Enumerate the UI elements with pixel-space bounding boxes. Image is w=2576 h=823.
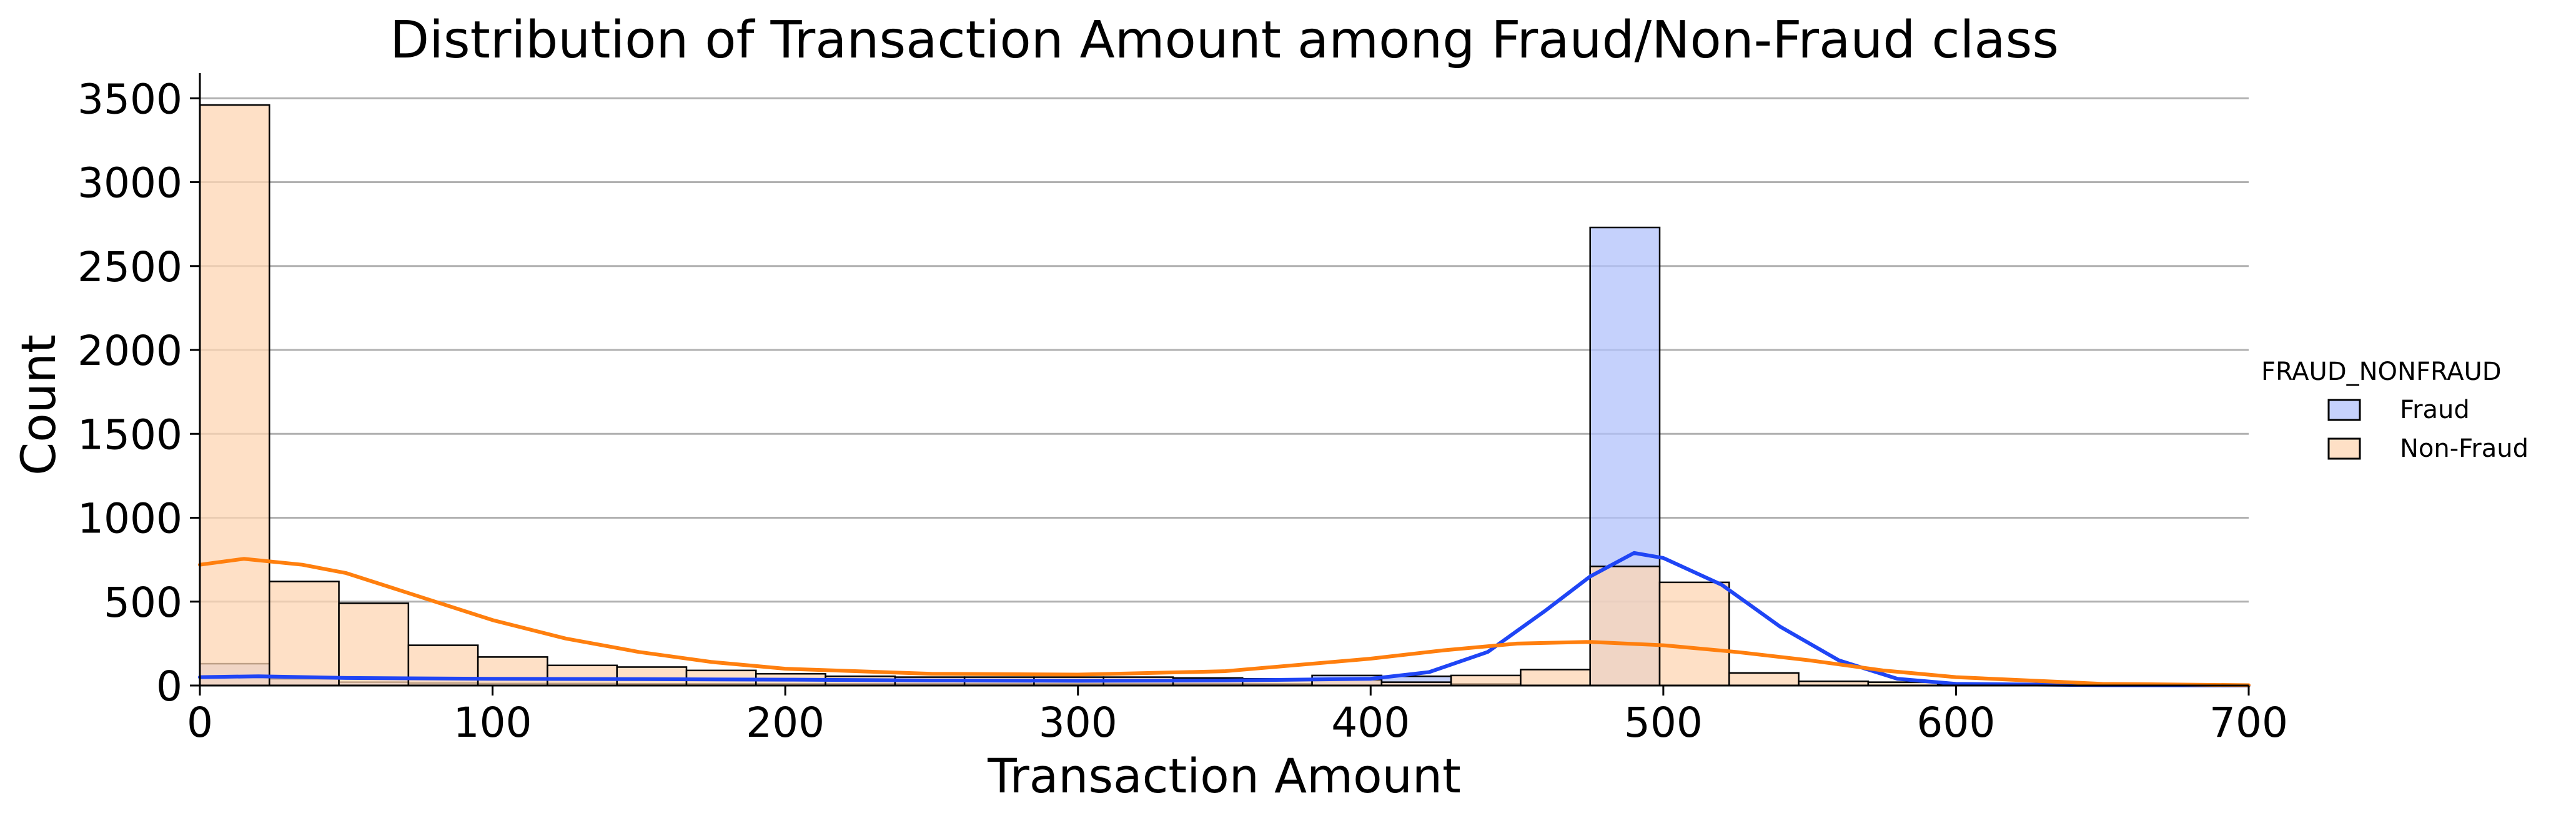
y-tick-label: 1500 xyxy=(77,411,182,459)
histogram-bar xyxy=(616,666,688,687)
kde-line xyxy=(198,557,2251,687)
histogram-bar xyxy=(1658,581,1730,687)
axes xyxy=(199,73,2249,687)
tick-labels: 0 100 200 300 400 500 600 700 0 500 1000 1500 2000 25… xyxy=(77,75,2288,747)
kde-lines xyxy=(198,551,2251,687)
histogram-bar xyxy=(1589,566,1661,687)
histogram-bar xyxy=(1520,669,1591,687)
x-axis-label: Transaction Amount xyxy=(987,748,1461,804)
x-tick-label: 0 xyxy=(187,699,213,747)
x-tick-label: 100 xyxy=(453,699,532,747)
x-tick-label: 200 xyxy=(746,699,825,747)
y-tick-label: 2500 xyxy=(77,243,182,291)
histogram-bar xyxy=(338,602,410,687)
x-tick-label: 600 xyxy=(1916,699,1995,747)
histogram-bars xyxy=(199,104,2217,687)
legend-title: FRAUD_NONFRAUD xyxy=(2261,357,2502,386)
y-tick-label: 0 xyxy=(156,662,182,711)
y-tick-label: 1000 xyxy=(77,495,182,543)
chart-title: Distribution of Transaction Amount among… xyxy=(390,11,2059,70)
histogram-bar xyxy=(547,664,618,687)
legend-swatch xyxy=(2327,437,2361,460)
y-tick-label: 3000 xyxy=(77,159,182,207)
y-tick-label: 2000 xyxy=(77,327,182,375)
legend-label: Non-Fraud xyxy=(2400,434,2529,463)
legend-label: Fraud xyxy=(2400,396,2470,424)
histogram-bar xyxy=(477,656,548,687)
histogram-bar xyxy=(269,581,340,687)
legend-swatch xyxy=(2327,399,2361,421)
x-tick-label: 300 xyxy=(1039,699,1117,747)
legend-items: Fraud Non-Fraud xyxy=(2327,396,2529,463)
x-tick-label: 500 xyxy=(1624,699,1703,747)
x-tick-label: 700 xyxy=(2209,699,2288,747)
x-tick-label: 400 xyxy=(1331,699,1410,747)
histogram-bar xyxy=(199,104,270,687)
grid-lines xyxy=(200,97,2249,603)
legend: FRAUD_NONFRAUD Fraud Non-Fraud xyxy=(2261,357,2529,463)
histogram-bar xyxy=(1450,674,1522,687)
y-tick-label: 500 xyxy=(104,579,182,627)
histogram-bar xyxy=(1728,672,1800,687)
y-tick-label: 3500 xyxy=(77,75,182,123)
y-axis-label: Count xyxy=(11,334,66,476)
